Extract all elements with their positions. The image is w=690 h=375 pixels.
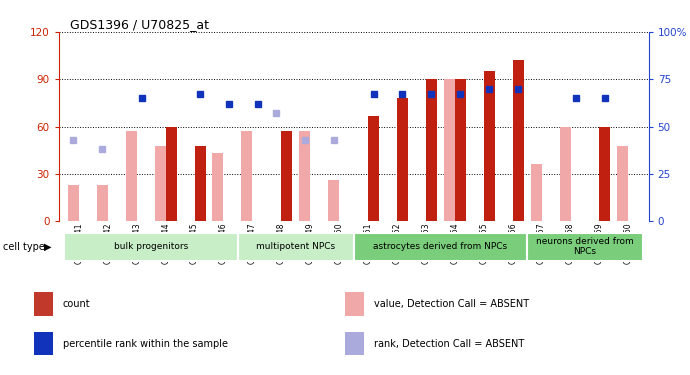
Bar — [345, 292, 364, 315]
Bar — [241, 131, 253, 221]
Bar — [560, 127, 571, 221]
Bar — [126, 131, 137, 221]
Bar — [64, 232, 238, 261]
Text: ▶: ▶ — [43, 242, 51, 252]
Bar — [97, 185, 108, 221]
Text: rank, Detection Call = ABSENT: rank, Detection Call = ABSENT — [373, 339, 524, 349]
Bar — [328, 180, 339, 221]
Bar — [299, 131, 310, 221]
Bar — [34, 332, 53, 355]
Bar — [195, 146, 206, 221]
Bar — [531, 164, 542, 221]
Bar — [166, 127, 177, 221]
Bar — [444, 79, 455, 221]
Text: count: count — [63, 299, 90, 309]
Bar — [368, 116, 379, 221]
Bar — [238, 232, 353, 261]
Bar — [282, 131, 293, 221]
Bar — [213, 153, 224, 221]
Bar — [68, 185, 79, 221]
Bar — [353, 232, 527, 261]
Text: neurons derived from
NPCs: neurons derived from NPCs — [536, 237, 634, 256]
Bar — [397, 98, 408, 221]
Bar — [513, 60, 524, 221]
Text: percentile rank within the sample: percentile rank within the sample — [63, 339, 228, 349]
Bar — [484, 71, 495, 221]
Text: GDS1396 / U70825_at: GDS1396 / U70825_at — [70, 18, 210, 31]
Bar — [155, 146, 166, 221]
Bar — [426, 79, 437, 221]
Text: astrocytes derived from NPCs: astrocytes derived from NPCs — [373, 242, 507, 251]
Text: value, Detection Call = ABSENT: value, Detection Call = ABSENT — [373, 299, 529, 309]
Bar — [618, 146, 629, 221]
Bar — [34, 292, 53, 315]
Bar — [600, 127, 611, 221]
Bar — [455, 79, 466, 221]
Text: multipotent NPCs: multipotent NPCs — [256, 242, 335, 251]
Bar — [527, 232, 643, 261]
Text: cell type: cell type — [3, 242, 46, 252]
Text: bulk progenitors: bulk progenitors — [114, 242, 188, 251]
Bar — [345, 332, 364, 355]
